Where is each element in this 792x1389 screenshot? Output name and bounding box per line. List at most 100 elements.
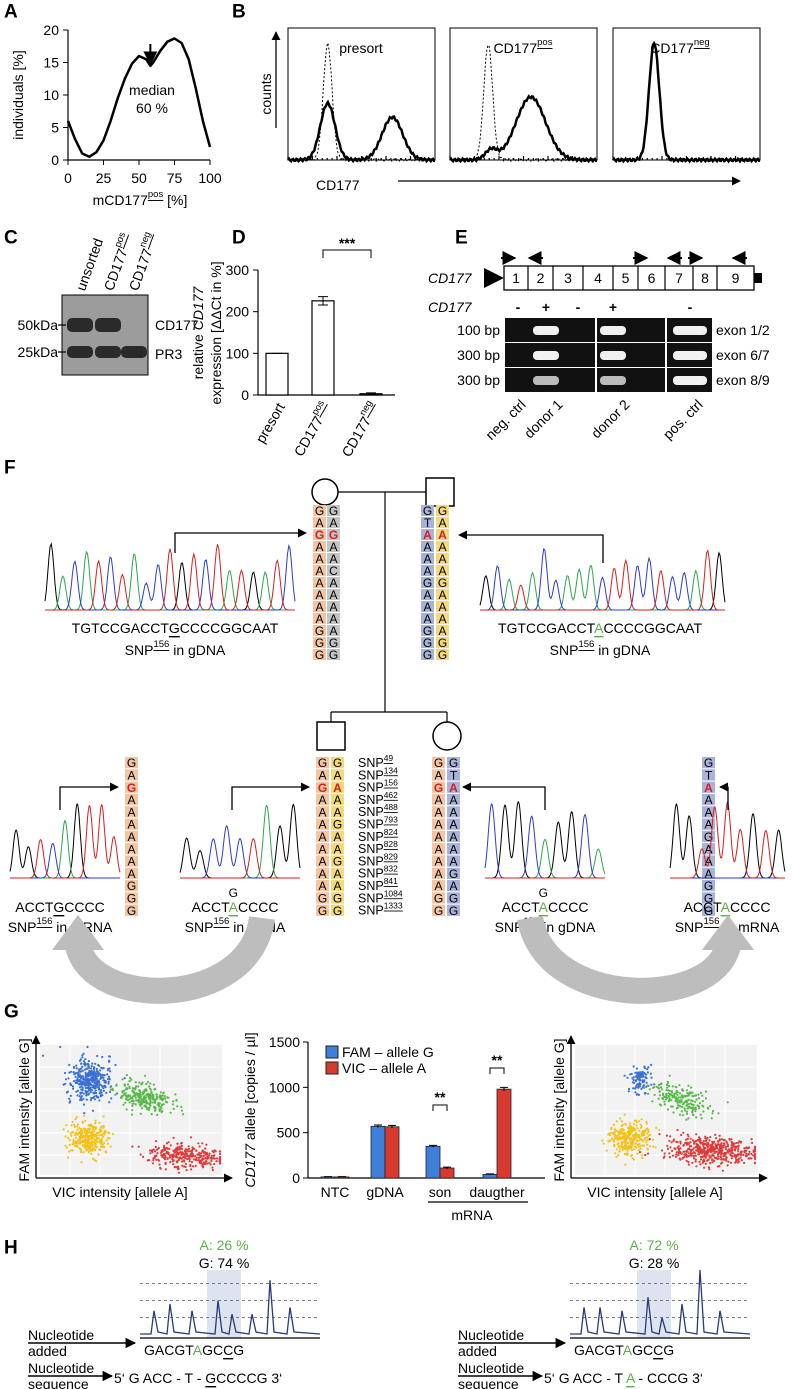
droplet xyxy=(103,1084,106,1087)
sequence: TGTCCGACCTACCCCGGCAAT xyxy=(498,620,702,636)
droplet xyxy=(80,1095,83,1098)
droplet xyxy=(709,1150,712,1153)
droplet xyxy=(689,1150,693,1153)
droplet xyxy=(631,1130,634,1133)
droplet xyxy=(707,1158,710,1161)
droplet xyxy=(149,1152,152,1155)
base-cell xyxy=(331,843,344,855)
droplet xyxy=(71,1085,75,1088)
droplet xyxy=(85,1098,88,1101)
label-part: pos xyxy=(113,231,129,249)
droplet xyxy=(646,1068,649,1071)
droplet xyxy=(694,1100,697,1103)
droplet xyxy=(155,1095,159,1098)
droplet xyxy=(153,1105,156,1108)
base: G xyxy=(315,624,324,638)
droplet xyxy=(146,1080,149,1084)
droplet xyxy=(733,1146,737,1149)
base: A xyxy=(333,805,341,819)
significance: ** xyxy=(435,1089,446,1105)
droplet xyxy=(702,1140,705,1143)
droplet xyxy=(82,1097,85,1100)
droplet xyxy=(679,1105,682,1108)
base: G xyxy=(434,781,443,795)
droplet xyxy=(175,1160,178,1163)
gel-band xyxy=(600,376,626,385)
droplet xyxy=(76,1145,79,1149)
droplet xyxy=(605,1149,608,1152)
droplet xyxy=(147,1085,151,1088)
droplet xyxy=(646,1143,649,1146)
droplet xyxy=(80,1127,83,1130)
droplet xyxy=(634,1119,637,1122)
label-part: CD177 xyxy=(125,246,155,293)
droplet xyxy=(716,1153,720,1156)
droplet xyxy=(676,1098,679,1101)
base: A xyxy=(423,600,431,614)
droplet xyxy=(62,1128,65,1131)
droplet xyxy=(620,1143,624,1146)
droplet xyxy=(674,1085,677,1088)
base-cell xyxy=(436,589,449,600)
droplet xyxy=(202,1151,205,1154)
droplet xyxy=(75,1067,78,1070)
droplet xyxy=(650,1063,653,1066)
bar xyxy=(370,1125,386,1179)
gel-band xyxy=(600,326,626,335)
droplet xyxy=(91,1109,95,1112)
droplet xyxy=(152,1083,155,1086)
y-tick-label: 200 xyxy=(226,304,250,320)
base-cell xyxy=(316,818,329,830)
base: A xyxy=(127,830,135,844)
panel-label: B xyxy=(232,2,246,23)
droplet xyxy=(699,1158,703,1161)
droplet xyxy=(79,1082,82,1085)
droplet xyxy=(172,1107,175,1111)
gel-band xyxy=(600,351,626,360)
droplet xyxy=(661,1097,664,1100)
droplet xyxy=(640,1118,643,1121)
droplet xyxy=(162,1091,165,1095)
droplet xyxy=(82,1151,85,1154)
base-cell xyxy=(421,649,434,660)
droplet xyxy=(740,1154,743,1157)
histogram-frame xyxy=(449,27,598,161)
droplet xyxy=(161,1094,164,1097)
droplet xyxy=(108,1137,111,1140)
droplet xyxy=(102,1087,105,1090)
snp-label: SNP829 xyxy=(358,851,398,868)
base-cell xyxy=(432,867,445,879)
label-part: CD177 xyxy=(291,413,327,459)
droplet xyxy=(615,1129,618,1132)
x-tick-label: CD177neg xyxy=(336,399,382,460)
droplet xyxy=(615,1120,619,1123)
droplet xyxy=(703,1166,706,1169)
droplet xyxy=(705,1153,709,1156)
droplet xyxy=(171,1103,175,1106)
droplet xyxy=(77,1068,80,1071)
droplet xyxy=(692,1147,695,1150)
droplet xyxy=(201,1164,204,1167)
droplet xyxy=(182,1113,185,1116)
droplet xyxy=(620,1137,623,1140)
droplet xyxy=(177,1158,181,1161)
droplet xyxy=(93,1091,96,1094)
base-cell xyxy=(436,613,449,624)
x-tick-label: NTC xyxy=(321,1184,350,1200)
base: G xyxy=(438,636,447,650)
droplet xyxy=(128,1101,131,1104)
droplet xyxy=(180,1142,183,1145)
droplet xyxy=(79,1098,82,1101)
droplet xyxy=(140,1101,143,1104)
base-cell xyxy=(331,892,344,904)
x-tick-label: son xyxy=(429,1184,452,1200)
droplet xyxy=(87,1060,90,1063)
base-cell xyxy=(327,625,340,636)
base-cell xyxy=(313,637,326,648)
droplet xyxy=(169,1144,172,1147)
droplet xyxy=(642,1084,645,1087)
droplet xyxy=(87,1127,90,1130)
droplet xyxy=(77,1132,80,1135)
droplet xyxy=(631,1135,635,1138)
droplet xyxy=(87,1140,90,1143)
